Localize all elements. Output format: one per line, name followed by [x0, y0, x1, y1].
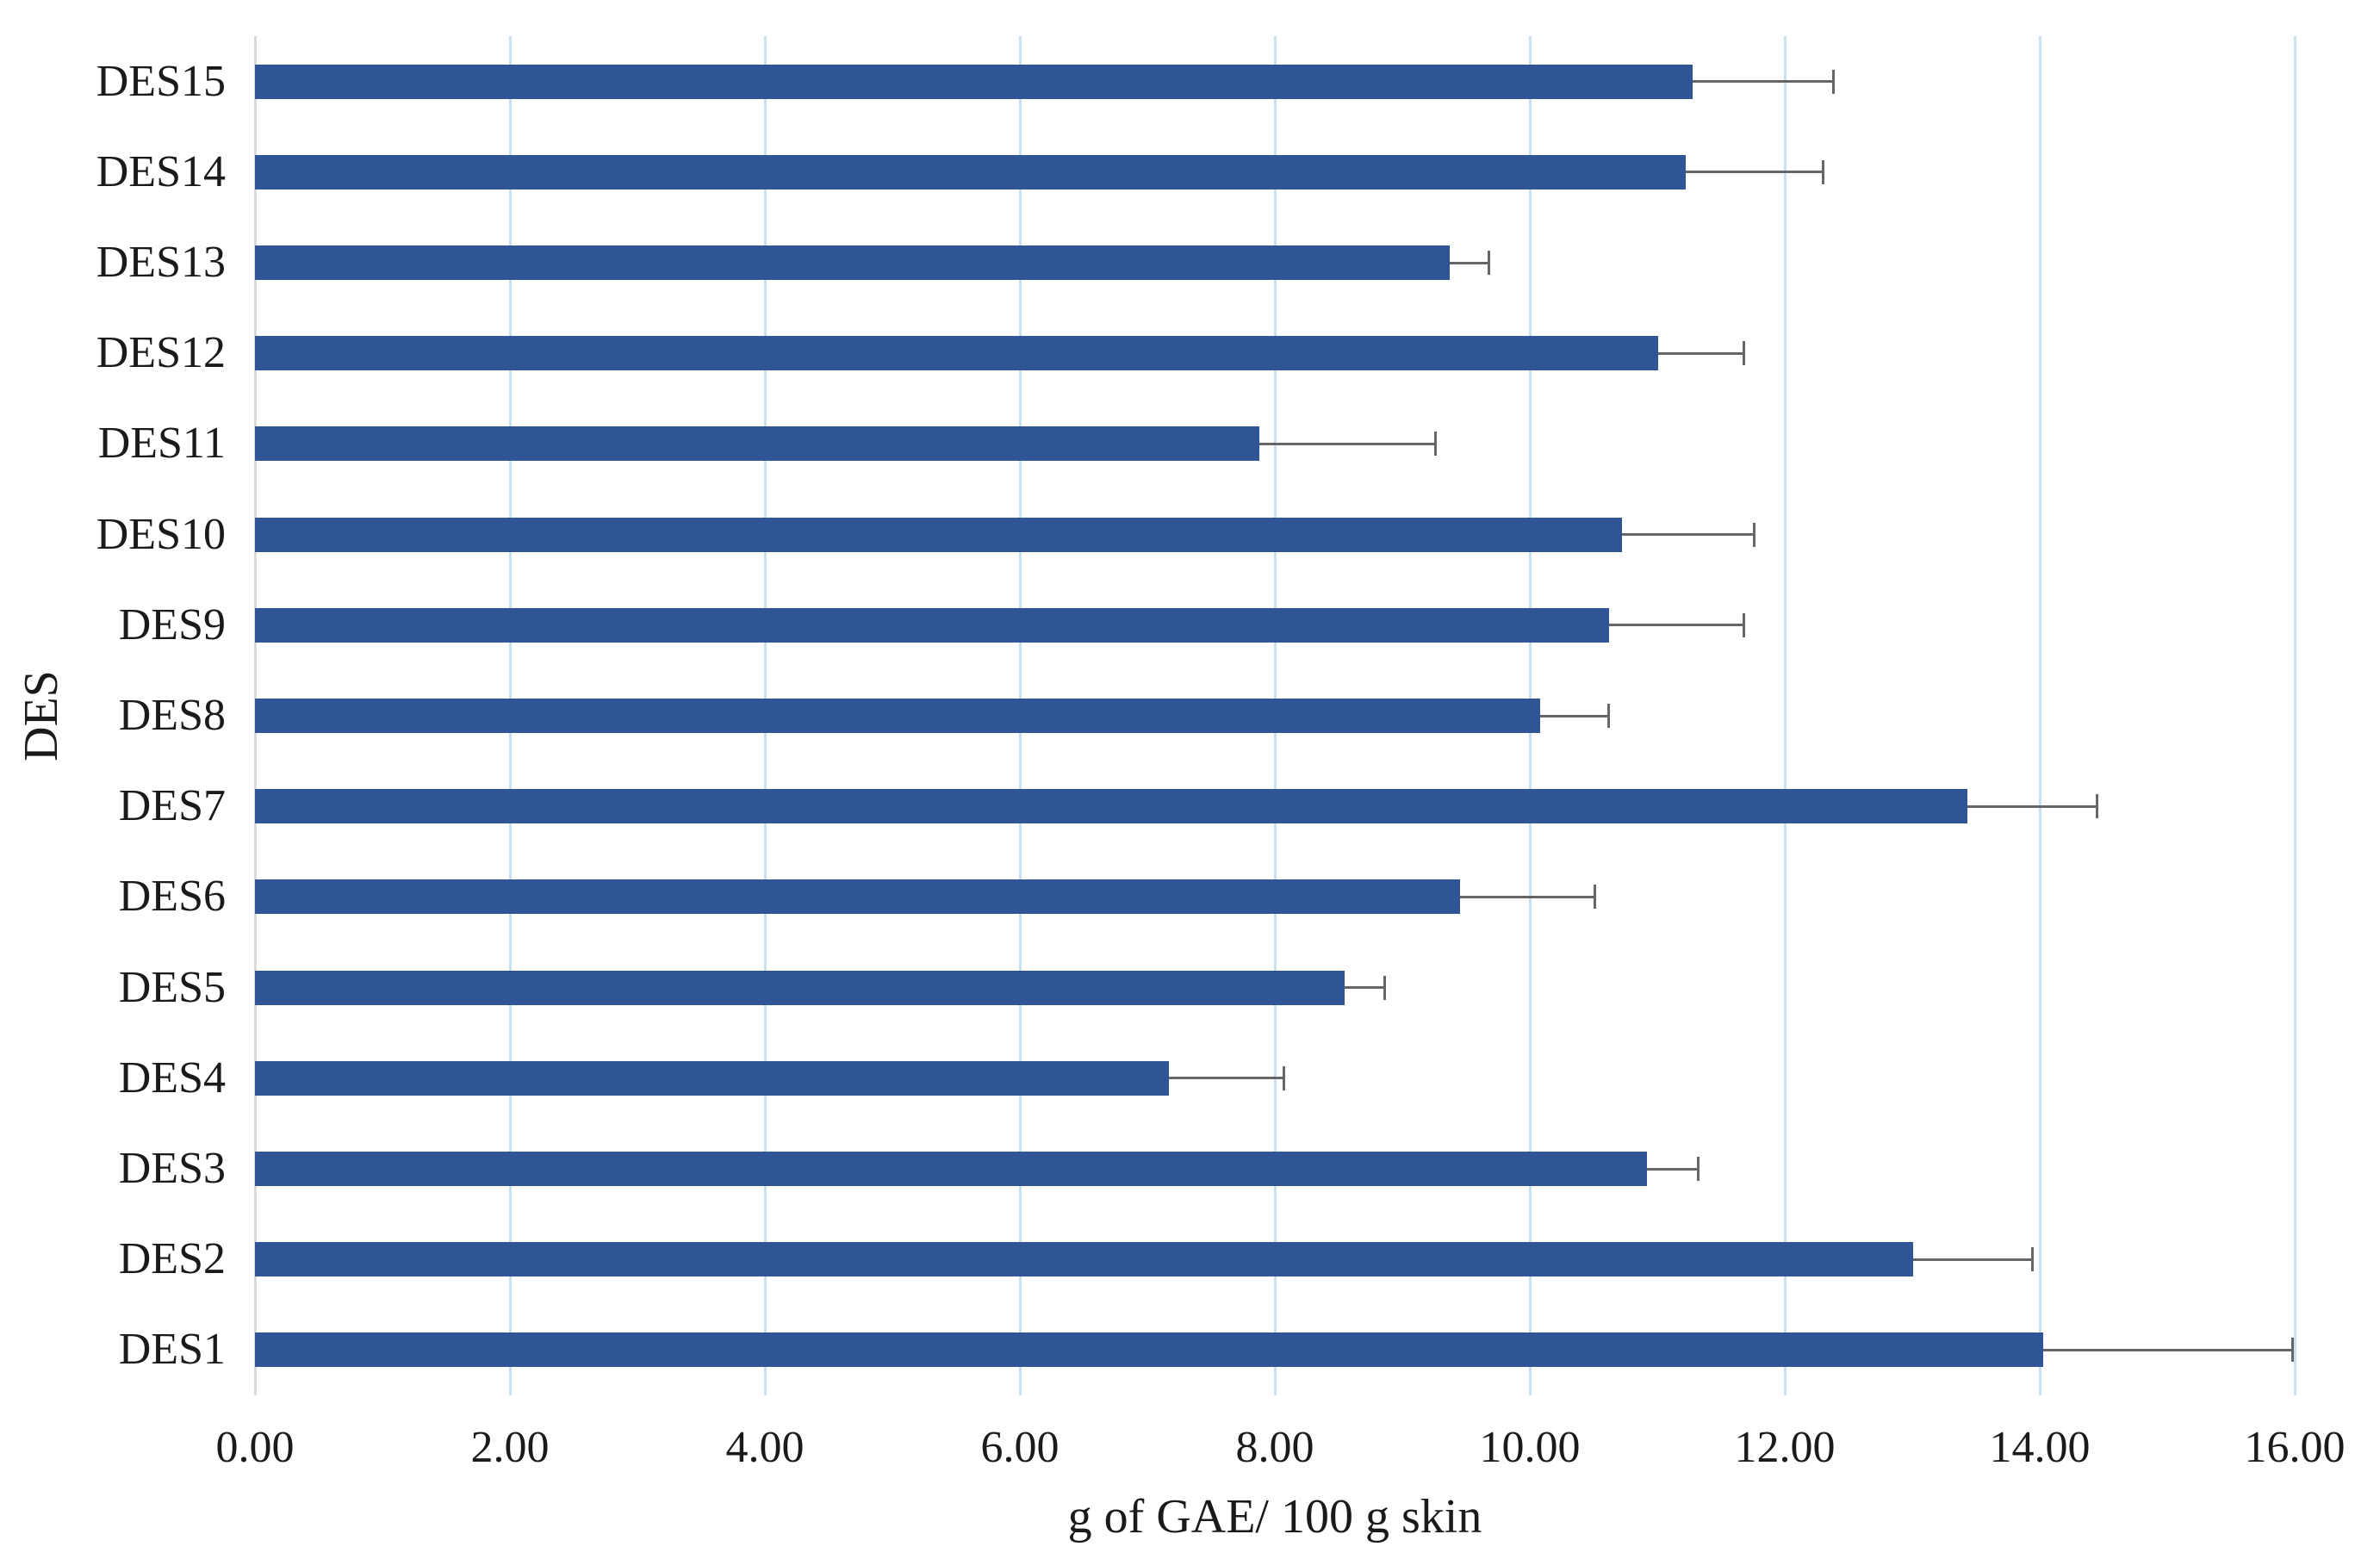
error-bar-DES12 — [1658, 351, 1744, 355]
x-tick-label-12.00: 12.00 — [1734, 1423, 1836, 1472]
error-bar-DES14 — [1685, 171, 1824, 174]
bar-DES14 — [255, 154, 1686, 189]
gridline-12 — [1783, 36, 1787, 1395]
bar-DES4 — [255, 1060, 1170, 1096]
x-tick-label-14.00: 14.00 — [1989, 1423, 2091, 1472]
category-label-DES7: DES7 — [118, 781, 226, 831]
error-cap-DES1 — [2290, 1338, 2294, 1363]
error-cap-DES12 — [1743, 341, 1746, 366]
error-bar-DES2 — [1913, 1258, 2033, 1261]
bar-DES3 — [255, 1152, 1648, 1186]
error-cap-DES14 — [1821, 159, 1824, 184]
error-bar-DES8 — [1539, 714, 1609, 717]
bar-DES8 — [255, 699, 1540, 733]
x-tick-label-6.00: 6.00 — [980, 1423, 1060, 1472]
x-axis-tick-labels: 0.00 2.00 4.00 6.00 8.00 10.00 12.00 14.00 16.00 — [0, 1418, 2380, 1478]
bar-DES10 — [255, 517, 1622, 552]
gridline-14 — [2038, 36, 2041, 1395]
error-cap-DES5 — [1383, 975, 1386, 1000]
plot-area — [254, 36, 2296, 1395]
bar-DES11 — [255, 426, 1260, 462]
bar-DES15 — [255, 64, 1693, 99]
bar-DES1 — [255, 1332, 2044, 1368]
category-label-DES4: DES4 — [118, 1053, 226, 1102]
error-cap-DES15 — [1831, 69, 1835, 94]
error-cap-DES11 — [1433, 432, 1437, 457]
error-bar-DES11 — [1259, 442, 1436, 445]
category-label-DES12: DES12 — [96, 328, 226, 378]
x-tick-label-2.00: 2.00 — [470, 1423, 550, 1472]
category-label-DES5: DES5 — [118, 962, 226, 1012]
x-tick-label-16.00: 16.00 — [2244, 1423, 2346, 1472]
error-cap-DES7 — [2096, 794, 2099, 819]
bar-DES9 — [255, 607, 1609, 643]
error-bar-DES15 — [1693, 80, 1834, 84]
y-axis-category-labels: DES15 DES14 DES13 DES12 DES11 DES10 DES9 DES8 DE… — [0, 36, 226, 1395]
error-cap-DES8 — [1607, 704, 1611, 728]
category-label-DES1: DES1 — [118, 1325, 226, 1375]
error-bar-DES10 — [1621, 533, 1755, 537]
error-bar-DES6 — [1459, 895, 1595, 898]
error-cap-DES6 — [1593, 885, 1596, 910]
error-cap-DES4 — [1282, 1065, 1285, 1090]
x-tick-label-8.00: 8.00 — [1235, 1423, 1314, 1472]
x-tick-label-0.00: 0.00 — [215, 1423, 295, 1472]
bar-DES5 — [255, 970, 1345, 1005]
category-label-DES14: DES14 — [96, 146, 226, 196]
x-axis-title: g of GAE/ 100 g skin — [1067, 1490, 1482, 1543]
category-label-DES8: DES8 — [118, 691, 226, 740]
bar-DES7 — [255, 789, 1967, 824]
error-cap-DES2 — [2030, 1247, 2034, 1272]
x-tick-label-4.00: 4.00 — [725, 1423, 805, 1472]
error-bar-DES5 — [1345, 986, 1385, 990]
error-bar-DES3 — [1647, 1167, 1699, 1171]
category-label-DES2: DES2 — [118, 1234, 226, 1284]
error-cap-DES9 — [1743, 612, 1746, 637]
error-cap-DES3 — [1696, 1157, 1700, 1181]
category-label-DES9: DES9 — [118, 599, 226, 649]
category-label-DES11: DES11 — [97, 419, 226, 469]
gridline-16 — [2293, 36, 2296, 1395]
bar-DES13 — [255, 245, 1450, 280]
error-bar-DES1 — [2043, 1348, 2293, 1351]
category-label-DES10: DES10 — [96, 509, 226, 559]
category-label-DES13: DES13 — [96, 238, 226, 287]
error-bar-DES4 — [1169, 1077, 1284, 1080]
bar-DES2 — [255, 1242, 1914, 1277]
category-label-DES6: DES6 — [118, 872, 226, 922]
category-label-DES3: DES3 — [118, 1144, 226, 1193]
category-label-DES15: DES15 — [96, 56, 226, 106]
error-cap-DES13 — [1488, 251, 1491, 275]
x-tick-label-10.00: 10.00 — [1479, 1423, 1581, 1472]
error-bar-DES13 — [1449, 261, 1489, 264]
bar-DES6 — [255, 879, 1460, 915]
error-cap-DES10 — [1752, 522, 1755, 547]
error-bar-DES7 — [1967, 804, 2097, 808]
y-axis-title: DES — [15, 670, 68, 761]
bar-DES12 — [255, 336, 1659, 371]
error-bar-DES9 — [1608, 624, 1744, 627]
